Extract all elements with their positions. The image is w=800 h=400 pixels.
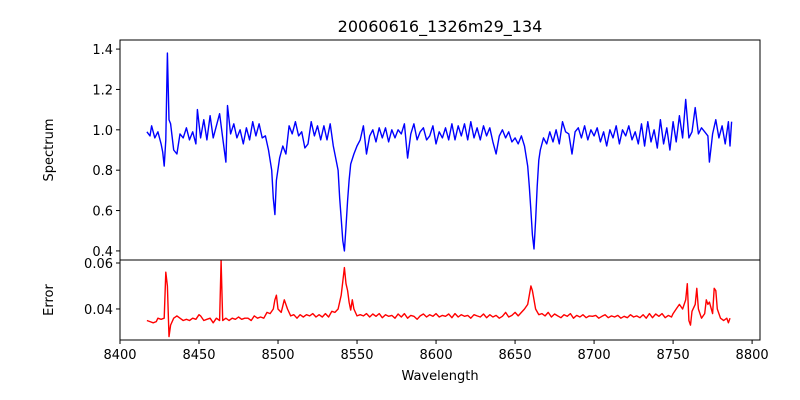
spectrum-ytick-label: 1.2 — [92, 83, 113, 98]
error-axes-frame — [119, 259, 761, 341]
error-ytick-label: 0.06 — [84, 257, 113, 272]
spectrum-panel: 0.4 0.6 0.8 1.0 1.2 1.4 — [92, 39, 761, 261]
chart-title: 20060616_1326m29_134 — [338, 17, 543, 37]
spectrum-ytick-label: 1.0 — [92, 124, 113, 139]
xtick-label: 8650 — [499, 348, 532, 363]
xtick-label: 8450 — [182, 348, 215, 363]
spectrum-ytick-label: 0.6 — [92, 205, 113, 220]
error-line — [146, 260, 731, 338]
xtick-label: 8800 — [736, 348, 769, 363]
xtick-label: 8750 — [657, 348, 690, 363]
spectrum-ytick-label: 0.4 — [92, 245, 113, 260]
xtick-label: 8500 — [261, 348, 294, 363]
spectrum-line — [146, 52, 733, 252]
error-ytick-label: 0.04 — [84, 303, 113, 318]
error-panel: 0.04 0.06 8400 8450 8500 8550 8600 8650 8700 8750… — [84, 257, 769, 363]
error-ylabel: Error — [42, 284, 57, 316]
spectrum-axes-frame — [119, 39, 761, 261]
x-axis-label: Wavelength — [401, 369, 478, 384]
spectrum-ytick-label: 0.8 — [92, 164, 113, 179]
spectrum-ylabel: Spectrum — [42, 119, 57, 182]
xtick-label: 8600 — [420, 348, 453, 363]
xtick-label: 8550 — [340, 348, 373, 363]
spectrum-ytick-label: 1.4 — [92, 43, 113, 58]
xtick-label: 8700 — [578, 348, 611, 363]
xtick-label: 8400 — [103, 348, 136, 363]
